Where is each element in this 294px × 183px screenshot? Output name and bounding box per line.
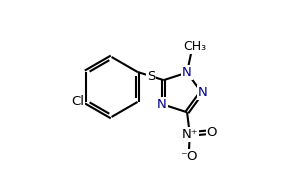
Text: N: N: [182, 66, 192, 79]
Text: N⁺: N⁺: [181, 128, 198, 141]
Text: N: N: [198, 86, 208, 99]
Text: N: N: [157, 98, 167, 111]
Text: S: S: [147, 70, 155, 83]
Text: O: O: [207, 126, 217, 139]
Text: CH₃: CH₃: [183, 40, 206, 53]
Text: Cl: Cl: [71, 96, 84, 109]
Text: ⁻O: ⁻O: [180, 150, 198, 163]
